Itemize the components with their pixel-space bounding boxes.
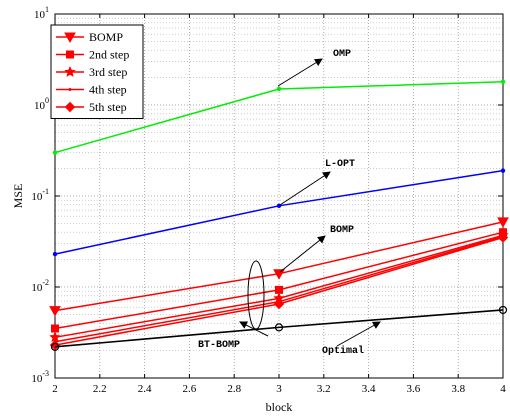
series-5 <box>52 79 506 155</box>
legend-item: 4th step <box>56 83 127 97</box>
data-point <box>49 339 61 351</box>
x-tick-label: 3.4 <box>362 383 376 395</box>
data-point <box>274 323 284 332</box>
data-point <box>50 342 60 351</box>
legend-marker <box>66 50 74 59</box>
legend-item: 5th step <box>56 100 127 114</box>
legend-item: 3rd step <box>56 65 127 79</box>
annotation-arrow <box>279 171 331 206</box>
data-point <box>500 168 506 173</box>
annotation-label: OMP <box>333 49 351 60</box>
legend-marker <box>64 32 76 44</box>
legend-label: 4th step <box>89 83 127 97</box>
x-tick-label: 3.2 <box>317 383 331 395</box>
data-point <box>52 150 58 155</box>
annotation-label: BT-BOMP <box>198 340 240 351</box>
legend-marker <box>68 88 72 91</box>
series-7 <box>50 305 508 351</box>
annotation-arrow <box>239 321 269 337</box>
annotations: OMP L-OPT BOMP BT-BOMP Optimal <box>198 49 381 357</box>
y-axis-title: MSE <box>11 184 25 209</box>
x-tick-label: 3 <box>276 383 282 395</box>
y-tick-label: 10-1 <box>31 187 49 203</box>
annotation-arrow <box>336 321 381 347</box>
data-point <box>273 269 285 280</box>
legend-marker <box>64 65 76 77</box>
data-point <box>276 86 282 92</box>
legend-marker <box>64 101 76 113</box>
x-tick-label: 2 <box>52 383 58 395</box>
x-tick-label: 2.6 <box>183 383 197 395</box>
series-0 <box>49 217 509 317</box>
data-point <box>497 217 509 228</box>
legend-label: 2nd step <box>89 48 129 62</box>
grouping-ellipse <box>247 260 265 330</box>
y-tick-label: 10-2 <box>31 278 49 294</box>
y-tick-label: 101 <box>34 5 49 21</box>
legend-label: BOMP <box>89 30 123 44</box>
data-point <box>497 232 509 243</box>
data-point <box>52 251 58 257</box>
data-point <box>49 306 61 317</box>
x-tick-label: 3.8 <box>451 383 465 395</box>
x-axis-title: block <box>266 400 293 414</box>
annotation-label: Optimal <box>322 345 364 357</box>
legend-item: BOMP <box>56 30 123 44</box>
annotation-arrow <box>277 58 323 87</box>
x-tick-label: 3.6 <box>407 383 421 395</box>
x-tick-label: 2.2 <box>93 383 107 395</box>
x-tick-label: 2.8 <box>227 383 241 395</box>
legend: BOMP 2nd step 3rd step 4th step 5th step <box>50 24 144 119</box>
series-6 <box>52 168 506 257</box>
data-point <box>498 305 508 315</box>
legend-item: 2nd step <box>56 48 129 62</box>
annotation-label: BOMP <box>330 225 354 236</box>
data-point <box>500 79 506 84</box>
series-4 <box>49 232 509 351</box>
data-point <box>273 298 285 310</box>
data-point <box>49 331 61 343</box>
series-line <box>54 309 504 348</box>
x-tick-label: 2.4 <box>138 383 152 395</box>
legend-label: 5th step <box>89 100 127 114</box>
y-tick-label: 10-3 <box>31 369 49 385</box>
annotation-arrow <box>279 235 326 273</box>
y-tick-label: 100 <box>34 96 49 112</box>
legend-label: 3rd step <box>89 65 127 79</box>
annotation-label: L-OPT <box>325 159 355 170</box>
data-point <box>51 324 59 333</box>
x-tick-label: 4 <box>500 383 506 395</box>
